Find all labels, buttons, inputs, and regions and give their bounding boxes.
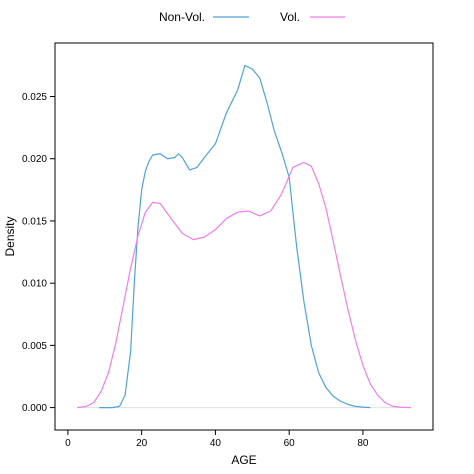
y-tick-label-1: 0.005 [22, 341, 47, 352]
x-tick-label-4: 80 [357, 438, 369, 449]
x-axis-title: AGE [231, 453, 256, 467]
y-tick-label-5: 0.025 [22, 92, 47, 103]
x-tick-label-1: 20 [136, 438, 148, 449]
legend-label-vol: Vol. [280, 10, 300, 24]
plot-frame [54, 42, 434, 431]
x-axis: 0 20 40 60 80 [65, 430, 369, 449]
legend: Non-Vol. Vol. [159, 10, 345, 24]
y-axis: 0.000 0.005 0.010 0.015 0.020 0.025 [22, 92, 55, 414]
series-line-vol [77, 161, 411, 409]
y-tick-label-4: 0.020 [22, 154, 47, 165]
x-tick-label-0: 0 [65, 438, 71, 449]
series-layer [77, 64, 411, 409]
series-line-non-vol [99, 64, 371, 409]
y-axis-title: Density [3, 216, 17, 256]
y-tick-label-3: 0.015 [22, 216, 47, 227]
x-tick-label-3: 60 [284, 438, 296, 449]
x-tick-label-2: 40 [210, 438, 222, 449]
y-tick-label-0: 0.000 [22, 403, 47, 414]
y-tick-label-2: 0.010 [22, 279, 47, 290]
legend-label-non-vol: Non-Vol. [159, 10, 205, 24]
